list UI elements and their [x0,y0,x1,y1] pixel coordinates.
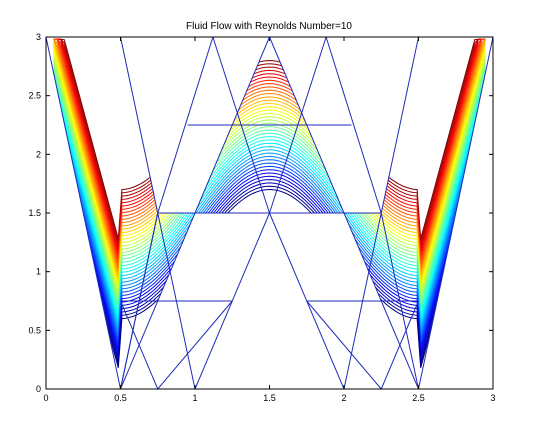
contour-line [53,79,486,319]
contour-line [53,38,486,269]
x-axis: 0 0.5 1 1.5 2 2.5 3 [43,37,496,403]
mesh-edge [120,212,159,390]
x-tick-label: 2.5 [412,393,425,403]
mesh-edge [120,300,159,390]
contour-line [53,39,486,276]
x-tick-label: 1.5 [263,393,276,403]
y-axis: 0 0.5 1 1.5 2 2.5 3 [28,32,493,394]
contour-line [53,99,486,339]
y-tick-label: 1.5 [28,208,41,218]
y-tick-label: 2.5 [28,91,41,101]
contour-line [53,38,486,266]
contour-line [53,112,486,352]
contour-line [53,38,486,253]
contour-line [53,65,486,306]
contour-line [53,59,486,299]
chart-title: Fluid Flow with Reynolds Number=10 [186,21,352,32]
contour-line [53,38,486,239]
y-tick-label: 3 [36,32,41,42]
plot-area: 0 0.5 1 1.5 2 2.5 3 0 0.5 1 1.5 2 2.5 3 [28,32,495,403]
y-tick-label: 0 [36,384,41,394]
contour-line [53,128,486,369]
contour-line [53,85,486,325]
contour-line [53,38,486,249]
mesh-edge [380,36,419,214]
contour-line [53,95,486,335]
mesh-edge [45,36,121,390]
contour-line [53,38,486,256]
contour-line [53,108,486,349]
contour-line [53,82,486,322]
mesh-edge [120,36,159,214]
y-tick-label: 0.5 [28,325,41,335]
y-tick-label: 2 [36,149,41,159]
contour-line [53,102,486,342]
mesh-edge [380,300,419,390]
contour-line [53,105,486,345]
contour-line [53,38,486,246]
mesh-edge [306,300,382,390]
mesh-edge [157,300,233,390]
x-tick-label: 1 [192,393,197,403]
contour-line [53,125,486,365]
contour-lines [53,38,486,369]
contour-line [53,72,486,312]
x-tick-label: 0.5 [114,393,127,403]
contour-line [53,42,486,282]
x-tick-label: 2 [341,393,346,403]
contour-line [53,56,486,296]
contour-line [53,49,486,289]
contour-line [53,89,486,329]
contour-line [53,39,486,273]
contour-line [53,69,486,309]
contour-line [53,39,486,279]
y-tick-label: 1 [36,267,41,277]
contour-line [53,75,486,316]
contour-line [53,52,486,292]
mesh-edge [325,36,382,214]
x-tick-label: 3 [490,393,495,403]
contour-line [53,38,486,259]
contour-line [53,46,486,286]
contour-line [53,92,486,332]
contour-line [53,38,486,263]
contour-line [53,62,486,302]
contour-line [53,38,486,243]
mesh-edge [418,36,494,390]
contour-line [53,118,486,359]
contour-line [53,115,486,355]
mesh-edge [157,36,214,214]
x-tick-label: 0 [43,393,48,403]
